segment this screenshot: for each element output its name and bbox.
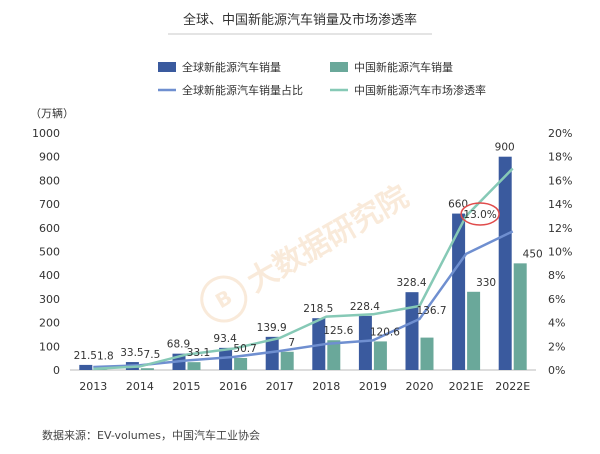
bar-global-sales [358,315,372,370]
y-left-unit: （万辆） [30,106,74,120]
bar-china-sales [373,341,387,370]
bar-global-sales [219,347,233,370]
data-label-china: 7 [288,337,295,349]
data-label-china: 125.6 [323,325,353,337]
legend-swatch [330,62,348,72]
y-left-tick-label: 100 [39,340,60,353]
x-tick-label: 2015 [173,380,201,393]
y-right-tick-label: 2% [548,340,565,353]
y-left-tick-label: 800 [39,174,60,187]
data-label-global: 139.9 [257,322,287,334]
data-label-global: 218.5 [303,303,333,315]
x-tick-label: 2021E [449,380,484,393]
bar-global-sales [79,364,93,370]
y-left-tick-label: 0 [53,364,60,377]
y-right-tick-label: 8% [548,269,565,282]
y-left-tick-label: 1000 [32,127,60,140]
x-tick-label: 2014 [126,380,154,393]
y-left-tick-label: 200 [39,317,60,330]
y-right-tick-label: 6% [548,293,565,306]
x-tick-label: 2016 [219,380,247,393]
x-tick-label: 2019 [359,380,387,393]
y-right-tick-label: 18% [548,151,572,164]
data-label-china: 120.6 [370,326,400,338]
data-label-global: 33.5 [120,347,143,359]
y-left-tick-label: 500 [39,246,60,259]
bar-china-sales [327,340,341,370]
data-label-global: 900 [495,142,515,154]
watermark-logo-circle [200,275,248,323]
data-label-china: 450 [523,248,543,260]
data-label-china: 33.1 [187,347,210,359]
y-left-tick-label: 400 [39,269,60,282]
chart-title: 全球、中国新能源汽车销量及市场渗透率 [183,12,417,28]
line-global-share [93,230,514,369]
annotation-label: 13.0% [463,209,496,221]
x-tick-label: 2018 [312,380,340,393]
data-label-china: 50.7 [233,343,256,355]
legend-label: 全球新能源汽车销量占比 [182,83,303,97]
data-label-china: 136.7 [416,305,446,317]
data-label-global: 660 [448,199,468,211]
data-label-global: 21.5 [74,350,97,362]
bar-china-sales [187,362,201,370]
data-label-global: 328.4 [396,277,426,289]
data-label-china: 7.5 [144,349,161,361]
legend-label: 中国新能源汽车销量 [354,60,453,74]
y-right-tick-label: 16% [548,174,572,187]
line-china-penetration [93,167,514,371]
x-tick-label: 2013 [79,380,107,393]
bar-china-sales [234,357,248,370]
annotation-circle [460,202,500,226]
bar-global-sales [452,213,466,370]
data-label-global: 93.4 [213,333,237,345]
x-tick-label: 2017 [266,380,294,393]
y-left-tick-label: 300 [39,293,60,306]
data-label-china: 330 [476,277,496,289]
y-right-tick-label: 20% [548,127,572,140]
watermark-logo-letter: B [211,285,236,313]
x-tick-label: 2022E [495,380,530,393]
legend-label: 全球新能源汽车销量 [182,60,281,74]
legend-swatch [158,62,176,72]
x-tick-label: 2020 [406,380,434,393]
y-left-tick-label: 600 [39,222,60,235]
data-label-global: 68.9 [167,339,190,351]
legend-label: 中国新能源汽车市场渗透率 [354,83,486,97]
bar-china-sales [140,368,154,370]
bar-global-sales [498,156,512,370]
y-right-tick-label: 0% [548,364,565,377]
y-left-tick-label: 700 [39,198,60,211]
bar-china-sales [280,351,294,370]
bar-china-sales [420,337,434,370]
y-right-tick-label: 12% [548,222,572,235]
y-right-tick-label: 10% [548,246,572,259]
bar-global-sales [405,292,419,370]
source-note: 数据来源：EV-volumes，中国汽车工业协会 [42,428,260,442]
data-label-global: 228.4 [350,301,380,313]
bar-china-sales [513,263,527,370]
data-label-china: 1.8 [97,351,114,363]
watermark-text: 大数据研究院 [241,179,414,299]
y-left-tick-label: 900 [39,151,60,164]
bar-china-sales [467,291,481,370]
bar-global-sales [265,336,279,370]
y-right-tick-label: 4% [548,317,565,330]
y-right-tick-label: 14% [548,198,572,211]
